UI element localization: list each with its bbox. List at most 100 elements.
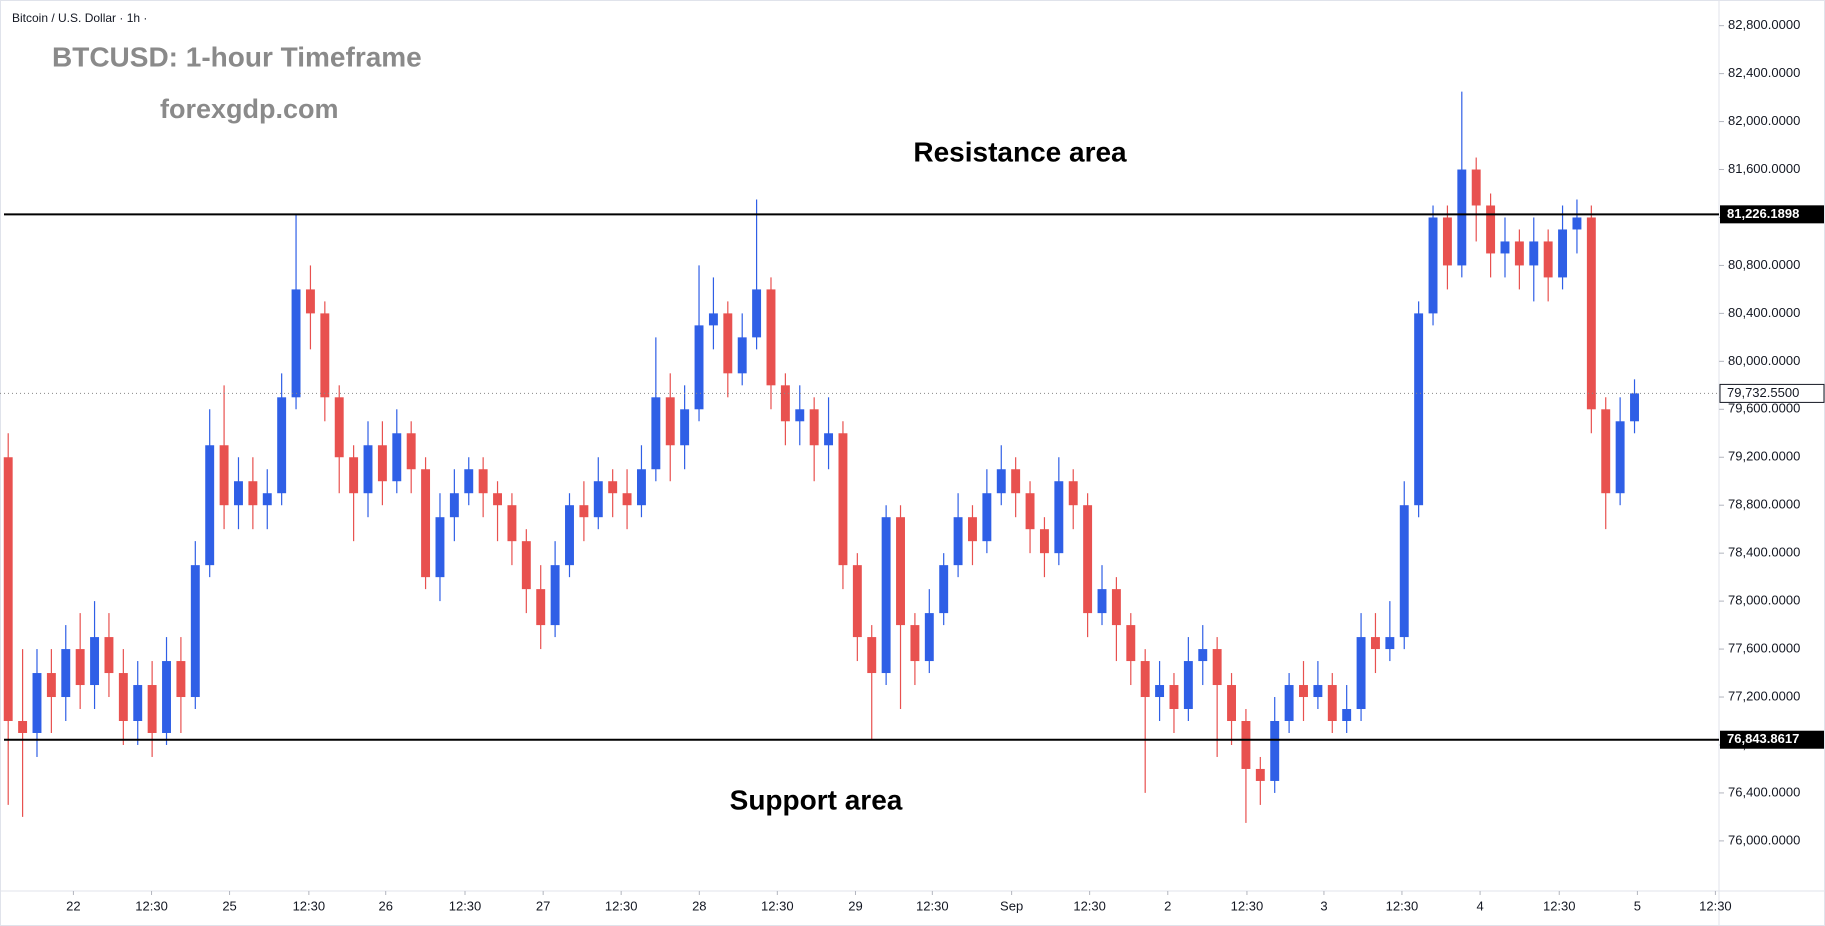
candle-body xyxy=(665,397,675,446)
x-tick-label: 5 xyxy=(1634,898,1641,913)
x-tick-label: 22 xyxy=(66,898,80,913)
candle-body xyxy=(982,493,992,542)
candle-body xyxy=(1054,481,1064,554)
candle-body xyxy=(1198,649,1208,662)
candle-body xyxy=(795,409,805,422)
candle-body xyxy=(1068,481,1078,506)
chart-title: BTCUSD: 1-hour Timeframe xyxy=(52,41,422,72)
candle-body xyxy=(1126,625,1136,662)
candle-body xyxy=(1111,589,1121,626)
candle-body xyxy=(1284,685,1294,722)
y-tick-label: 80,000.0000 xyxy=(1728,353,1800,368)
candle-body xyxy=(507,505,517,542)
candle-body xyxy=(968,517,977,542)
candle-body xyxy=(464,469,474,494)
candle-body xyxy=(1140,661,1150,698)
candle-body xyxy=(550,565,560,626)
candle-body xyxy=(565,505,574,566)
candle-body xyxy=(1356,637,1366,710)
x-tick-label: 2 xyxy=(1164,898,1171,913)
candle-body xyxy=(1039,529,1049,554)
candle-body xyxy=(1025,493,1035,530)
candle-body xyxy=(910,625,920,662)
x-tick-label: 12:30 xyxy=(293,898,326,913)
y-tick-label: 78,000.0000 xyxy=(1728,593,1800,608)
candle-body xyxy=(766,289,776,386)
y-tick-label: 76,000.0000 xyxy=(1728,832,1800,847)
candle-body xyxy=(1514,241,1524,266)
y-tick-label: 79,200.0000 xyxy=(1728,449,1800,464)
candle-body xyxy=(392,433,402,482)
x-tick-label: 27 xyxy=(536,898,550,913)
candle-body xyxy=(1227,685,1236,722)
level-label: 81,226.1898 xyxy=(1727,206,1799,221)
y-tick-label: 79,600.0000 xyxy=(1728,401,1800,416)
candle-body xyxy=(75,649,85,686)
candle-body xyxy=(723,313,733,374)
candle-body xyxy=(622,493,632,506)
candle-body xyxy=(1313,685,1323,698)
candle-body xyxy=(1270,721,1280,781)
last-price-box xyxy=(1719,383,1825,403)
candle-body xyxy=(291,289,301,398)
candle-body xyxy=(449,493,459,518)
candle-body xyxy=(924,613,934,662)
candle-body xyxy=(1097,589,1107,614)
candle-body xyxy=(708,313,718,326)
candle-body xyxy=(435,517,445,578)
x-tick-label: 12:30 xyxy=(135,898,168,913)
candle-body xyxy=(1457,169,1467,266)
candle-body xyxy=(1399,505,1409,638)
x-tick-label: 29 xyxy=(848,898,862,913)
candle-body xyxy=(493,493,502,506)
candle-body xyxy=(248,481,258,506)
candle-body xyxy=(881,517,891,674)
candle-body xyxy=(32,673,42,733)
candle-body xyxy=(636,469,646,506)
candle-body xyxy=(305,289,315,314)
annotation: Support area xyxy=(730,784,903,815)
candle-body xyxy=(190,565,200,698)
candle-body xyxy=(1385,637,1395,650)
candle-body xyxy=(478,469,488,494)
candle-body xyxy=(737,337,747,374)
candle-body xyxy=(1169,685,1179,710)
candle-body xyxy=(219,445,229,506)
y-tick-label: 78,800.0000 xyxy=(1728,497,1800,512)
x-tick-label: 3 xyxy=(1320,898,1327,913)
x-tick-label: 12:30 xyxy=(1699,898,1732,913)
candle-body xyxy=(46,673,56,698)
level-label-box xyxy=(1720,730,1824,749)
candle-body xyxy=(521,541,531,590)
x-tick-label: 25 xyxy=(222,898,236,913)
x-tick-label: 12:30 xyxy=(1231,898,1264,913)
candle-body xyxy=(1414,313,1424,506)
y-tick-label: 80,400.0000 xyxy=(1728,305,1800,320)
x-tick-label: 26 xyxy=(378,898,392,913)
candle-body xyxy=(809,409,819,446)
candle-body xyxy=(18,721,28,733)
candle-body xyxy=(593,481,603,518)
candle-body xyxy=(320,313,330,398)
y-tick-label: 82,400.0000 xyxy=(1728,65,1800,80)
x-tick-label: 12:30 xyxy=(605,898,638,913)
candle-body xyxy=(1601,409,1611,494)
y-tick-label: 82,800.0000 xyxy=(1728,17,1800,32)
candle-body xyxy=(608,481,618,494)
candle-body xyxy=(349,457,359,494)
candle-body xyxy=(1486,205,1496,254)
candle-body xyxy=(277,397,287,494)
candle-body xyxy=(421,469,431,578)
candle-body xyxy=(162,661,171,733)
candle-body xyxy=(61,649,71,698)
candle-body xyxy=(334,397,344,458)
level-label-box xyxy=(1720,205,1824,224)
x-tick-label: 4 xyxy=(1476,898,1483,913)
candle-body xyxy=(838,433,848,566)
y-tick-label: 77,600.0000 xyxy=(1728,641,1800,656)
candle-body xyxy=(1299,685,1308,698)
y-tick-label: 80,800.0000 xyxy=(1728,257,1800,272)
candle-body xyxy=(896,517,905,626)
candle-body xyxy=(852,565,862,638)
candle-body xyxy=(1471,169,1481,206)
